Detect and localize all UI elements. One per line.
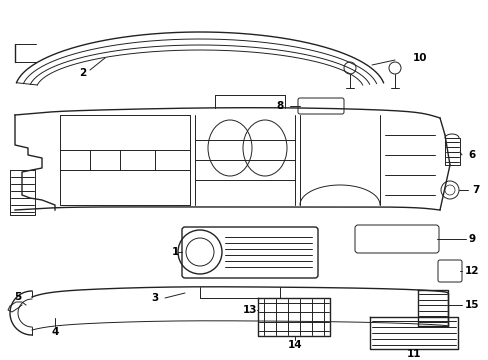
Text: 11: 11 xyxy=(406,349,420,359)
Text: 14: 14 xyxy=(287,340,302,350)
Text: 15: 15 xyxy=(464,300,478,310)
Text: 3: 3 xyxy=(151,293,158,303)
Text: 13: 13 xyxy=(242,305,257,315)
Text: 10: 10 xyxy=(412,53,427,63)
Text: 8: 8 xyxy=(276,101,283,111)
Text: 5: 5 xyxy=(14,292,21,302)
Text: 2: 2 xyxy=(79,68,86,78)
Text: 1: 1 xyxy=(171,247,178,257)
FancyBboxPatch shape xyxy=(354,225,438,253)
Text: 4: 4 xyxy=(51,327,59,337)
FancyBboxPatch shape xyxy=(437,260,461,282)
FancyBboxPatch shape xyxy=(182,227,317,278)
Text: 6: 6 xyxy=(468,150,475,160)
Text: 7: 7 xyxy=(471,185,479,195)
Text: 12: 12 xyxy=(464,266,478,276)
FancyBboxPatch shape xyxy=(297,98,343,114)
Text: 9: 9 xyxy=(468,234,475,244)
